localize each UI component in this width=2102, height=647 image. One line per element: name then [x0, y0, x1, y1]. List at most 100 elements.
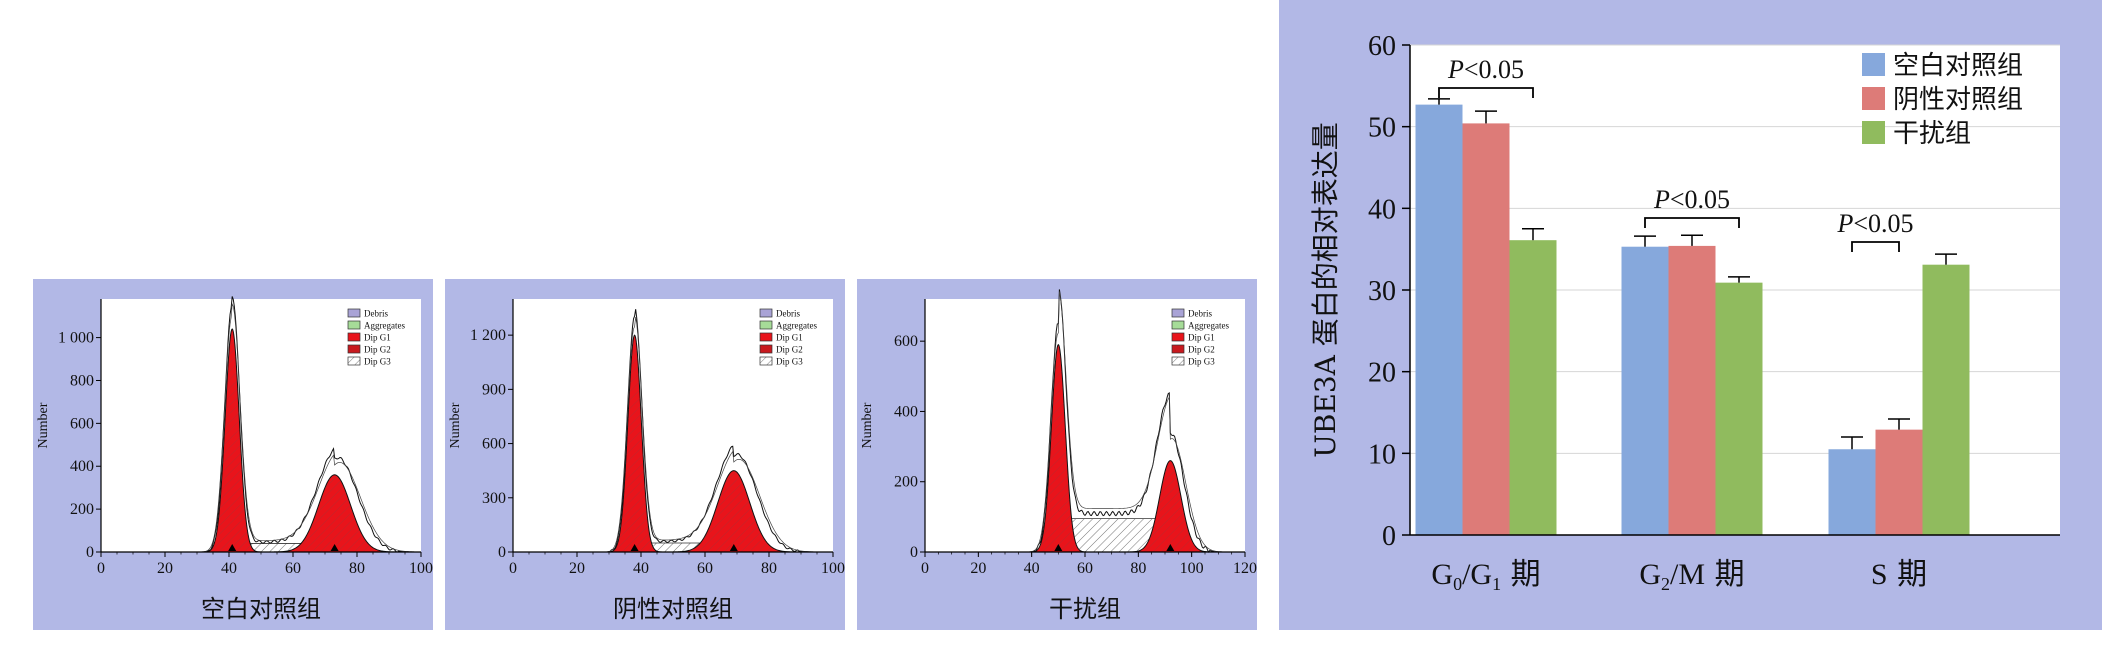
legend-swatch — [1862, 53, 1885, 76]
significance-label: P<0.05 — [1653, 185, 1730, 214]
y-tick-label: 600 — [482, 436, 506, 453]
y-tick-label: 30 — [1368, 276, 1396, 307]
y-tick-label: 0 — [1382, 521, 1396, 552]
g1-hatch — [1023, 344, 1093, 552]
histogram-panel-blank-control: 0 20 40 60 80 100 0 200 400 600 800 1 000 Number 空白对照… — [33, 279, 433, 630]
bar-2-2 — [1668, 245, 1716, 535]
plot-area — [513, 299, 833, 552]
legend-swatch-hatch — [348, 357, 360, 365]
g1-hatch — [601, 335, 669, 552]
legend-swatch — [347, 308, 361, 318]
x-tick-label: 80 — [761, 560, 777, 577]
g1-hatch — [197, 329, 268, 552]
category-label: S 期 — [1871, 557, 1927, 592]
bar-2-3 — [1875, 429, 1923, 535]
legend-swatch — [759, 332, 773, 342]
y-axis-label: UBE3A 蛋白的相对表达量 — [1309, 122, 1342, 458]
peak-marker-triangle — [630, 544, 639, 551]
legend-label: 干扰组 — [1893, 119, 1971, 149]
x-tick-label: 0 — [509, 560, 517, 577]
plot-area — [101, 299, 421, 552]
peak-marker-triangle — [330, 544, 339, 551]
legend-label: 阴性对照组 — [1893, 85, 2023, 115]
legend-swatch — [347, 332, 361, 342]
legend-swatch — [759, 344, 773, 354]
x-tick-label: 40 — [633, 560, 649, 577]
y-tick-label: 600 — [894, 333, 918, 350]
legend-swatch — [759, 320, 773, 330]
legend-label: Debris — [364, 309, 388, 319]
bar-1-1 — [1415, 104, 1463, 535]
y-tick-label: 600 — [70, 415, 94, 432]
legend-swatch — [347, 320, 361, 330]
significance-label: P<0.05 — [1447, 55, 1524, 84]
x-axis-label: 干扰组 — [1049, 595, 1121, 623]
y-tick-label: 800 — [70, 372, 94, 389]
g2-hatch — [669, 470, 798, 552]
significance-label: P<0.05 — [1836, 209, 1913, 238]
x-tick-label: 40 — [1024, 560, 1040, 577]
x-axis-label: 阴性对照组 — [613, 595, 733, 623]
y-tick-label: 200 — [70, 501, 94, 518]
y-axis-label: Number — [36, 402, 51, 448]
histogram-panel-negative-control: 0 20 40 60 80 100 0 300 600 900 1 200 Number 阴性对照组 De… — [445, 279, 845, 630]
significance-bracket — [1851, 241, 1900, 252]
legend-swatch — [1171, 308, 1185, 318]
y-tick-label: 0 — [498, 544, 506, 561]
legend-label: Dip G2 — [364, 345, 391, 355]
y-tick-label: 900 — [482, 381, 506, 398]
bar-3-1 — [1509, 240, 1557, 535]
x-tick-label: 20 — [569, 560, 585, 577]
significance-bracket — [1644, 217, 1740, 228]
y-axis-label: Number — [448, 402, 463, 448]
legend-label: Aggregates — [1188, 321, 1229, 331]
bar-1-2 — [1621, 246, 1669, 535]
peak-marker-triangle — [1166, 544, 1175, 551]
category-label: G2/M 期 — [1639, 557, 1744, 594]
legend-label: 空白对照组 — [1893, 51, 2023, 81]
x-tick-label: 20 — [157, 560, 173, 577]
bar-chart-ube3a-expression: 0 10 20 30 40 50 60 G0/G1 期 G2/M 期 S 期 P<0.05 P<0.0… — [1309, 31, 2060, 594]
legend-swatch — [1862, 121, 1885, 144]
y-tick-label: 10 — [1368, 439, 1396, 470]
y-tick-label: 1 000 — [58, 330, 94, 347]
legend-label: Debris — [776, 309, 800, 319]
bar-2-1 — [1462, 123, 1510, 536]
legend-label: Dip G3 — [364, 357, 391, 367]
y-tick-label: 400 — [70, 458, 94, 475]
x-tick-label: 20 — [970, 560, 986, 577]
x-tick-label: 100 — [821, 560, 845, 577]
peak-marker-triangle — [1054, 544, 1063, 551]
y-tick-label: 0 — [86, 544, 94, 561]
bar-3-2 — [1715, 282, 1763, 535]
x-tick-label: 60 — [285, 560, 301, 577]
x-tick-label: 80 — [349, 560, 365, 577]
x-tick-label: 100 — [409, 560, 433, 577]
legend-swatch — [347, 344, 361, 354]
bar-3-3 — [1922, 264, 1970, 535]
histogram-interference: 0 20 40 60 80 100 120 0 200 400 600 Number 干扰组 Debris… — [860, 289, 1257, 623]
y-axis-label: Number — [860, 402, 875, 448]
legend-label: Aggregates — [776, 321, 817, 331]
legend-swatch — [759, 308, 773, 318]
y-tick-label: 50 — [1368, 113, 1396, 144]
y-tick-label: 400 — [894, 403, 918, 420]
legend-label: Aggregates — [364, 321, 405, 331]
bar-chart-panel: 0 10 20 30 40 50 60 G0/G1 期 G2/M 期 S 期 P<0.05 P<0.0… — [1279, 0, 2102, 630]
legend-swatch — [1171, 344, 1185, 354]
x-tick-label: 0 — [921, 560, 929, 577]
g2-hatch — [1127, 460, 1213, 552]
legend-label: Dip G1 — [776, 333, 803, 343]
x-tick-label: 60 — [697, 560, 713, 577]
y-tick-label: 20 — [1368, 358, 1396, 389]
y-tick-label: 300 — [482, 490, 506, 507]
legend-swatch-hatch — [760, 357, 772, 365]
category-label: G0/G1 期 — [1431, 557, 1540, 594]
legend-label: Dip G2 — [1188, 345, 1215, 355]
legend-label: Dip G3 — [776, 357, 803, 367]
legend-label: Dip G2 — [776, 345, 803, 355]
x-tick-label: 120 — [1233, 560, 1257, 577]
legend-label: Dip G1 — [364, 333, 391, 343]
x-tick-label: 80 — [1130, 560, 1146, 577]
